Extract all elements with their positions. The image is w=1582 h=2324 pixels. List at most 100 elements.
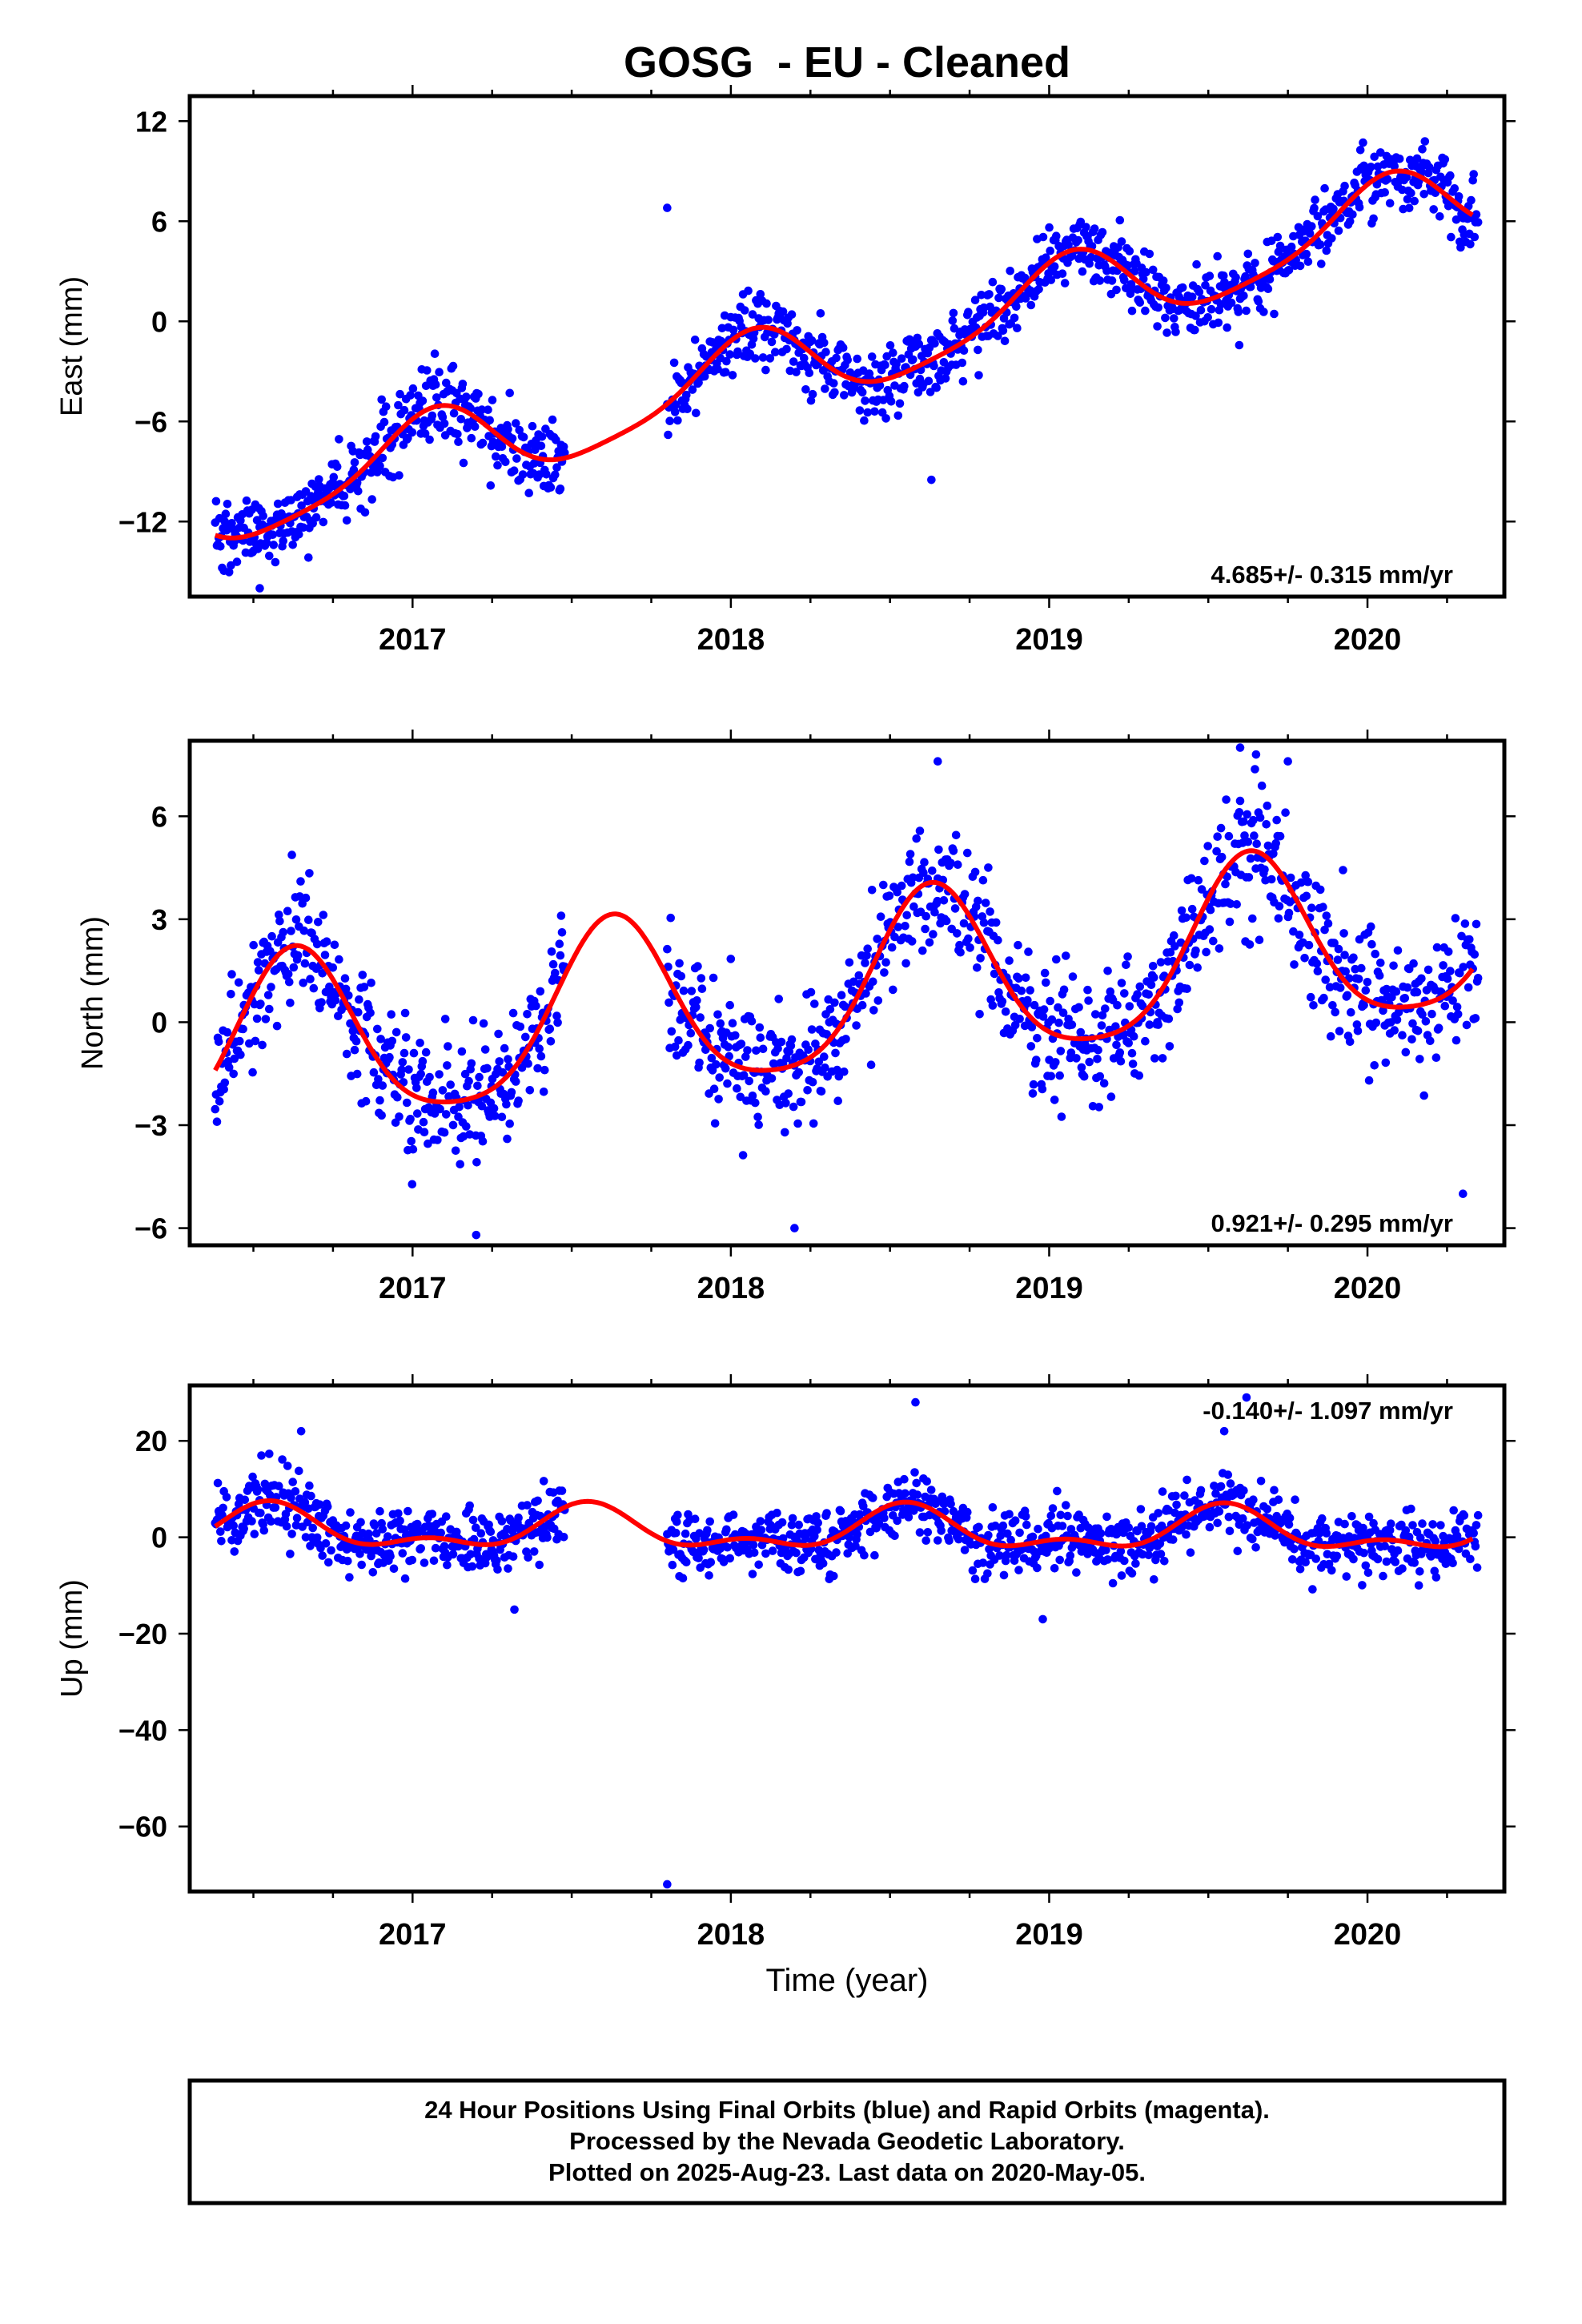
data-point [1412,987,1422,997]
data-point [369,1068,379,1077]
data-point [1334,226,1343,235]
data-point [729,325,738,335]
data-point [394,1509,403,1518]
data-point [665,998,673,1007]
data-point [1227,298,1236,308]
x-tick-label: 2018 [697,1272,765,1305]
data-point [1010,1516,1020,1525]
data-point [664,963,673,971]
data-point [1427,1009,1436,1019]
data-point [1340,181,1349,191]
data-point [1348,210,1357,219]
data-point [869,1006,878,1015]
data-point [712,1059,721,1069]
data-point [468,1562,477,1571]
data-point [436,1528,445,1538]
data-point [306,975,315,983]
data-point [258,1040,267,1050]
data-point [1182,1475,1191,1485]
data-point [297,501,306,510]
data-point [1064,240,1073,250]
data-point [1400,994,1410,1003]
data-point [1112,1040,1121,1050]
data-point [915,826,925,835]
data-point [978,1558,988,1567]
data-point [1307,903,1316,912]
data-point [1005,956,1014,965]
data-point [1464,983,1473,992]
data-point [318,1551,327,1560]
data-point [1263,1505,1272,1514]
data-point [994,935,1002,945]
data-point [682,1558,691,1566]
data-point [299,523,308,532]
data-point [1320,183,1329,193]
data-point [1133,990,1142,999]
data-point [1315,1529,1324,1538]
data-point [1428,1520,1437,1529]
data-point [478,1136,488,1146]
data-point [322,937,331,946]
data-point [1195,287,1204,296]
data-point [700,372,709,381]
data-point [1251,259,1259,267]
data-point [1072,1054,1081,1063]
data-point [1473,1510,1483,1520]
data-point [1392,1015,1402,1024]
data-point [988,1503,998,1512]
data-point [229,1069,239,1079]
data-point [703,1526,712,1535]
data-point [1354,975,1363,983]
data-point [508,1008,518,1018]
data-point [1274,1495,1283,1504]
data-point [1115,1048,1125,1057]
data-point [1327,1566,1336,1575]
data-point [1154,303,1162,312]
outlier-point [255,584,264,593]
data-point [248,1068,257,1077]
data-point [1288,1555,1297,1564]
data-point [800,353,809,363]
data-point [1263,801,1272,810]
data-point [287,850,296,859]
data-point [1447,232,1456,242]
data-point [948,316,958,325]
data-point [1251,765,1259,774]
data-point [876,912,885,921]
data-point [328,963,338,972]
data-point [1404,203,1414,213]
data-point [1267,236,1276,246]
data-point [1429,205,1438,214]
data-point [1339,929,1348,938]
data-point [320,951,330,959]
data-point [999,1570,1009,1580]
data-point [456,1160,464,1169]
data-point [1146,980,1156,990]
data-point [1176,938,1186,947]
data-point [1203,313,1212,322]
data-point [464,1100,472,1110]
data-point [1271,838,1280,848]
data-point [1161,313,1170,323]
data-point [821,384,829,393]
data-point [1330,939,1339,947]
data-point [745,1076,753,1086]
data-point [1393,1546,1403,1555]
data-point [1122,960,1130,970]
data-point [1408,1019,1417,1028]
data-point [256,1509,265,1518]
data-point [1026,1042,1036,1051]
data-point [360,508,370,517]
data-point [1131,1559,1140,1568]
data-point [216,1527,225,1536]
data-point [741,1052,750,1061]
data-point [1141,1036,1150,1046]
data-point [539,1477,548,1486]
data-point [1313,967,1323,975]
data-point [885,341,895,350]
data-point [1106,1092,1116,1101]
data-point [412,1084,421,1092]
data-point [275,911,283,919]
data-point [946,1499,955,1509]
data-point [335,435,343,444]
